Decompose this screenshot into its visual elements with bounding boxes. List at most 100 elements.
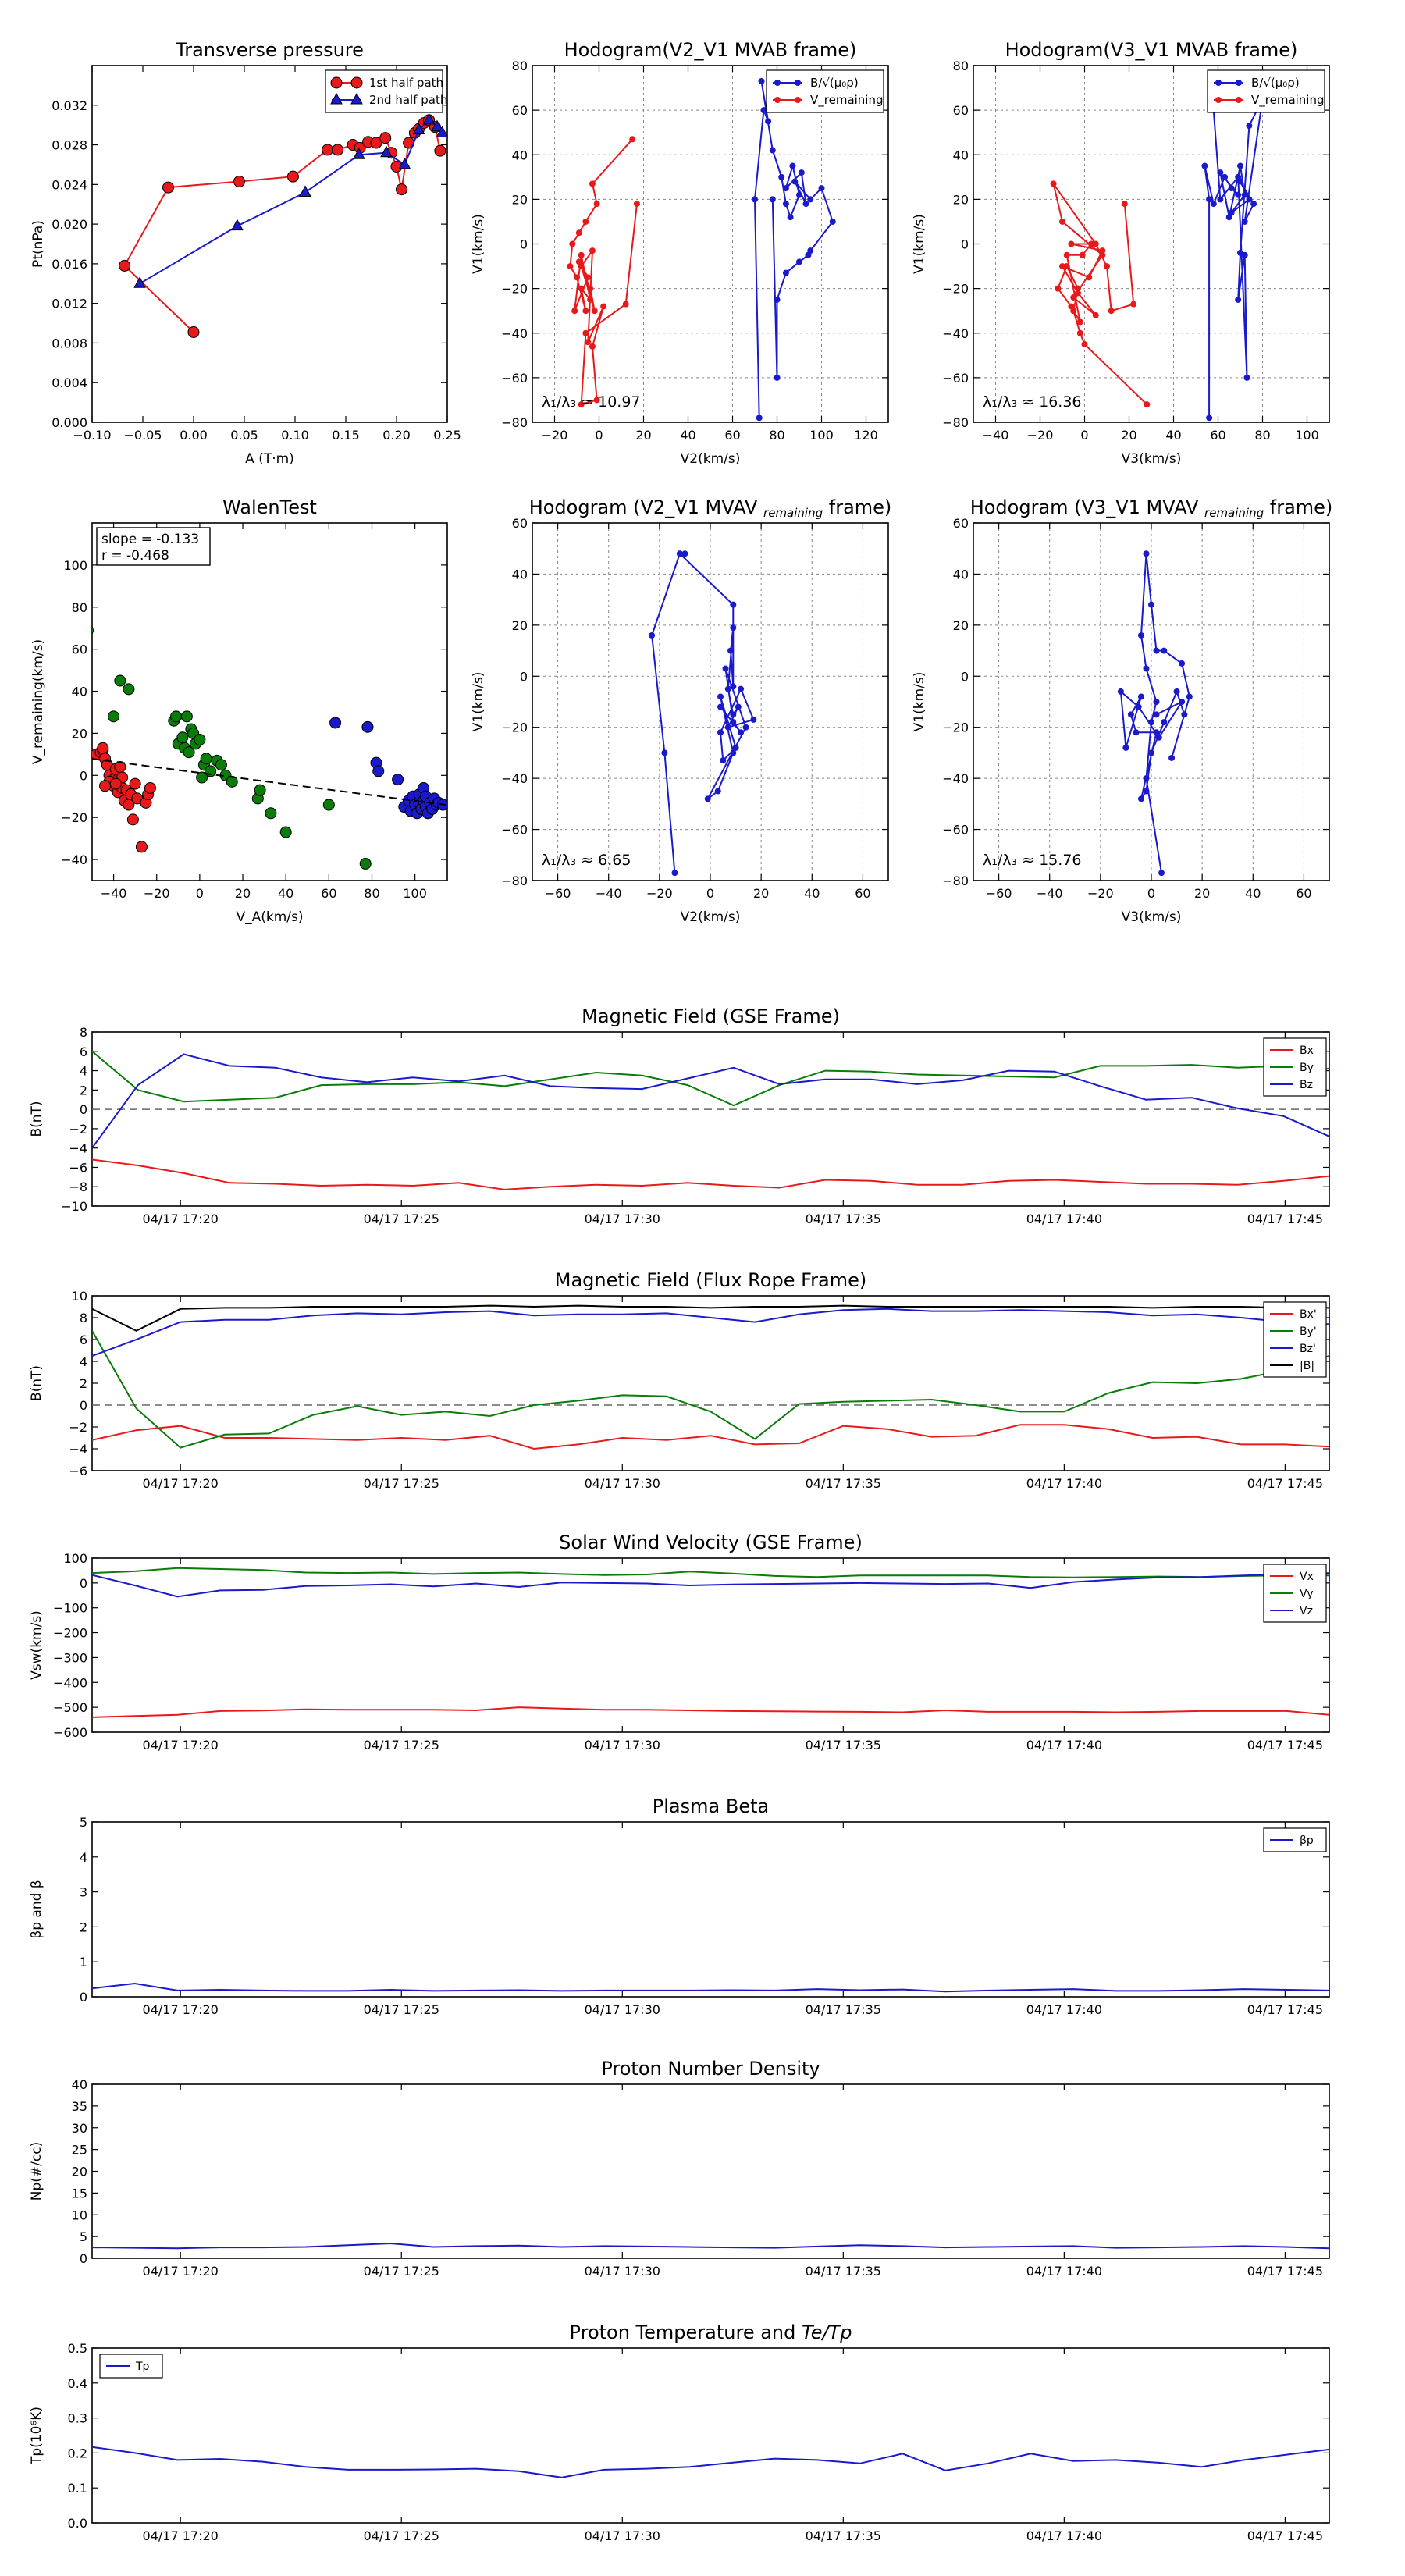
data-point <box>717 729 724 736</box>
data-point <box>789 162 796 169</box>
x-tick-label: 04/17 17:25 <box>364 2002 439 2017</box>
y-axis-label: Pt(nPa) <box>30 220 46 268</box>
data-point <box>1050 180 1057 187</box>
legend-marker <box>1215 97 1222 103</box>
x-tick-label: 60 <box>1296 886 1311 901</box>
x-tick-label: 04/17 17:35 <box>806 1738 881 1752</box>
data-point <box>1074 290 1081 297</box>
y-tick-label: −40 <box>942 771 969 786</box>
plot-area <box>92 2446 1329 2478</box>
legend-label: B/√(μ₀ρ) <box>1251 76 1300 90</box>
y-tick-label: −20 <box>942 282 969 297</box>
data-point <box>1070 294 1077 301</box>
y-tick-label: −80 <box>942 415 969 430</box>
axes-frame <box>973 522 1330 881</box>
data-point <box>1059 263 1065 270</box>
data-point <box>1133 729 1140 736</box>
data-point <box>1241 251 1248 258</box>
x-tick-label: −0.05 <box>123 428 162 443</box>
legend-label: By' <box>1300 1325 1317 1338</box>
data-point <box>750 716 757 723</box>
y-axis-label: V1(km/s) <box>471 214 486 274</box>
data-point <box>1153 711 1160 718</box>
data-point <box>730 719 737 726</box>
y-tick-label: −8 <box>69 1179 87 1194</box>
data-point <box>1161 647 1168 654</box>
data-point <box>322 799 335 811</box>
y-tick-label: 8 <box>80 1311 87 1325</box>
x-tick-label: 60 <box>724 428 740 443</box>
data-point <box>578 263 585 270</box>
y-tick-label: −4 <box>69 1442 87 1457</box>
data-point <box>752 196 758 203</box>
data-point <box>1173 688 1180 695</box>
plot-area <box>92 2242 1329 2250</box>
data-point <box>254 784 266 796</box>
y-tick-label: 2 <box>80 1083 87 1098</box>
axes-frame <box>91 2347 1330 2524</box>
data-point <box>587 285 594 292</box>
data-point <box>398 157 411 169</box>
data-point <box>1143 775 1150 782</box>
y-tick-label: 80 <box>953 59 969 73</box>
x-tick-label: 04/17 17:40 <box>1026 2528 1102 2543</box>
x-tick-label: 04/17 17:40 <box>1026 1738 1102 1752</box>
x-tick-label: 20 <box>635 428 651 443</box>
data-point <box>380 145 393 158</box>
data-point <box>144 781 156 794</box>
data-point <box>353 148 365 159</box>
data-point <box>587 296 594 303</box>
y-tick-label: −40 <box>942 326 969 341</box>
y-tick-label: 35 <box>72 2099 87 2114</box>
plot-area <box>1050 77 1266 422</box>
data-point <box>92 626 94 635</box>
x-tick-label: 04/17 17:30 <box>585 1738 660 1752</box>
x-tick-label: 120 <box>854 428 878 443</box>
chart-title: Proton Temperature and Te/Tp <box>570 2322 852 2343</box>
data-point <box>1235 296 1242 303</box>
series-line <box>92 1308 1329 1357</box>
data-point <box>582 308 589 315</box>
y-tick-label: 8 <box>80 1025 87 1040</box>
annotation-ratio: λ₁/λ₃ ≈ 6.65 <box>542 852 631 869</box>
data-point <box>114 674 126 687</box>
data-point <box>730 624 737 632</box>
data-point <box>1246 196 1253 203</box>
data-point <box>782 185 789 192</box>
data-point <box>1228 209 1235 216</box>
data-point <box>1222 173 1229 180</box>
y-tick-label: 40 <box>72 2077 87 2092</box>
plot-area <box>567 77 836 422</box>
y-tick-label: 0.028 <box>52 138 87 153</box>
data-point <box>1181 711 1188 718</box>
axes-frame <box>91 522 448 881</box>
chart-title: Solar Wind Velocity (GSE Frame) <box>559 1532 863 1553</box>
data-point <box>1161 719 1168 726</box>
data-point <box>215 759 227 771</box>
series-line <box>92 1051 1329 1107</box>
x-tick-label: 04/17 17:45 <box>1247 2002 1323 2017</box>
data-point <box>359 857 372 870</box>
y-tick-label: 15 <box>72 2186 87 2201</box>
y-tick-label: −60 <box>942 371 969 386</box>
data-point <box>1063 263 1070 270</box>
plot-area <box>1117 550 1193 877</box>
y-tick-label: 0 <box>961 669 969 684</box>
y-tick-label: 2 <box>80 1920 87 1934</box>
y-tick-label: 20 <box>72 726 87 741</box>
x-tick-label: −20 <box>542 428 568 443</box>
x-tick-label: 0.00 <box>180 428 208 443</box>
chart-title: Plasma Beta <box>653 1795 769 1817</box>
y-tick-label: 30 <box>72 2121 87 2136</box>
x-tick-label: −0.10 <box>73 428 111 443</box>
data-point <box>299 185 311 197</box>
y-tick-label: −40 <box>501 771 528 786</box>
x-tick-label: 60 <box>1210 428 1225 443</box>
data-point <box>585 274 592 281</box>
legend-marker <box>1236 97 1242 103</box>
x-tick-label: 04/17 17:20 <box>143 1476 219 1491</box>
y-tick-label: 0.004 <box>52 375 87 390</box>
data-point <box>738 729 745 736</box>
x-tick-label: 0 <box>196 886 204 901</box>
y-tick-label: 60 <box>953 103 969 118</box>
